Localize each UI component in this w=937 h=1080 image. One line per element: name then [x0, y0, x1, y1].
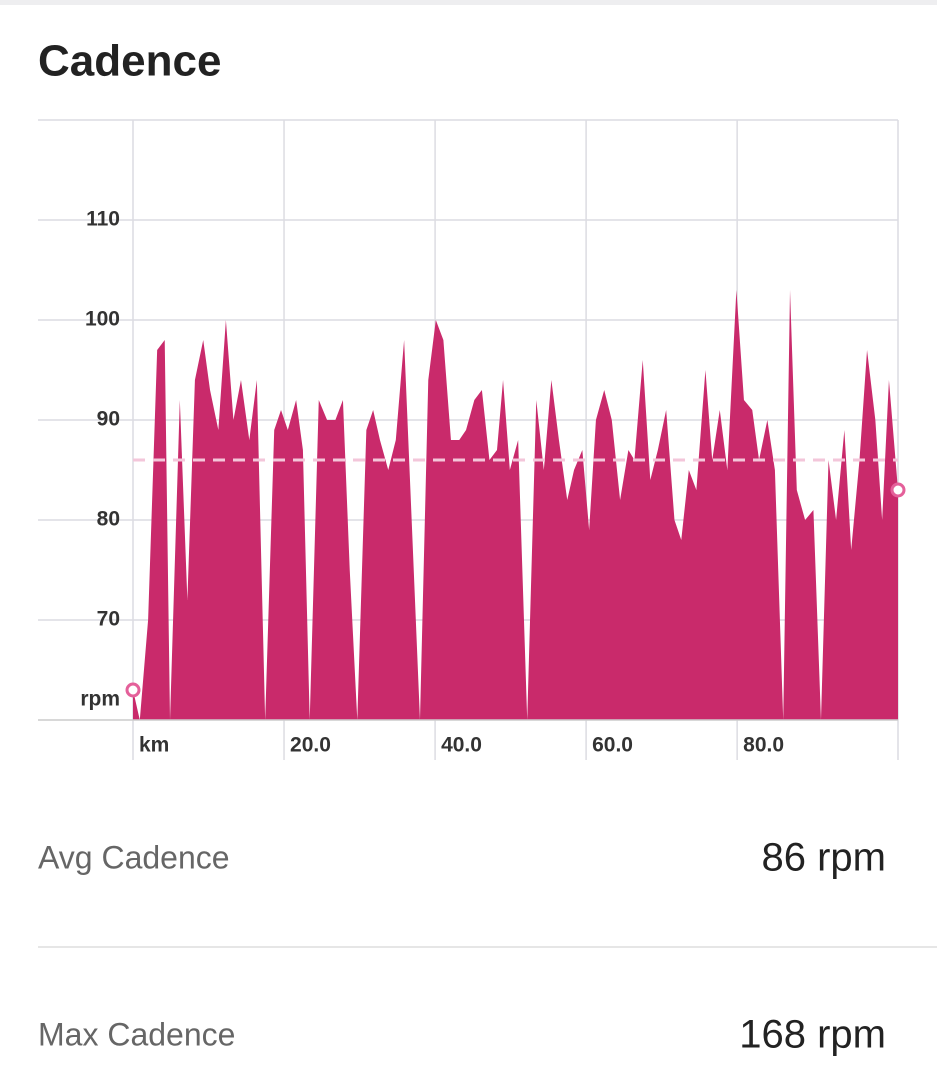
y-axis-label: rpm	[80, 688, 120, 711]
y-tick-label: 100	[85, 308, 120, 331]
y-tick-label: 110	[86, 208, 120, 231]
stat-label: Max Cadence	[38, 1016, 235, 1052]
stat-value: 168 rpm	[739, 1013, 886, 1057]
x-tick-label: 40.0	[441, 734, 482, 757]
x-tick-label: 20.0	[290, 734, 331, 757]
y-tick-label: 90	[97, 408, 120, 431]
y-tick-label: 70	[97, 608, 120, 631]
x-axis-label: km	[139, 734, 169, 757]
x-tick-label: 80.0	[743, 734, 784, 757]
top-strip	[0, 0, 937, 5]
cadence-area	[133, 290, 898, 720]
end-marker	[125, 682, 141, 698]
x-tick-label: 60.0	[592, 734, 633, 757]
section-title: Cadence	[38, 37, 221, 86]
y-tick-label: 80	[97, 508, 120, 531]
end-marker	[890, 482, 906, 498]
stat-value: 86 rpm	[762, 836, 887, 880]
stat-label: Avg Cadence	[38, 839, 230, 875]
